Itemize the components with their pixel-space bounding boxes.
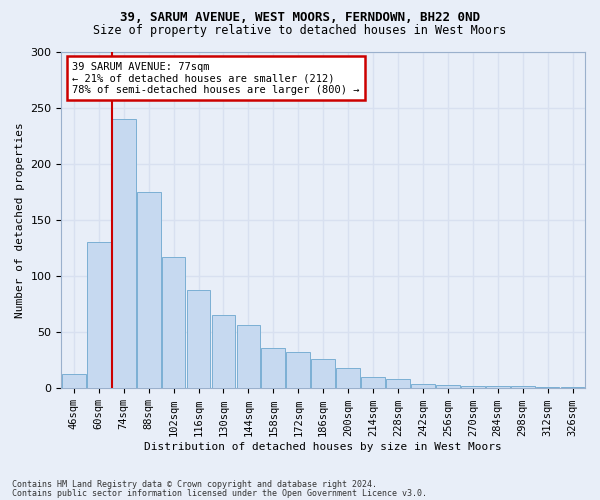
Bar (536, 387, 559, 388)
Y-axis label: Number of detached properties: Number of detached properties (15, 122, 25, 318)
Text: 39 SARUM AVENUE: 77sqm
← 21% of detached houses are smaller (212)
78% of semi-de: 39 SARUM AVENUE: 77sqm ← 21% of detached… (72, 62, 359, 95)
Bar (311, 359, 335, 388)
Bar (486, 386, 509, 388)
Bar (187, 290, 211, 388)
Bar (212, 316, 235, 388)
X-axis label: Distribution of detached houses by size in West Moors: Distribution of detached houses by size … (145, 442, 502, 452)
Bar (511, 386, 535, 388)
Bar (411, 384, 435, 388)
Bar (236, 326, 260, 388)
Text: Contains HM Land Registry data © Crown copyright and database right 2024.: Contains HM Land Registry data © Crown c… (12, 480, 377, 489)
Bar (286, 352, 310, 388)
Text: Contains public sector information licensed under the Open Government Licence v3: Contains public sector information licen… (12, 489, 427, 498)
Bar (461, 386, 485, 388)
Bar (162, 257, 185, 388)
Bar (336, 368, 360, 388)
Bar (137, 192, 161, 388)
Bar (262, 348, 285, 389)
Bar (112, 119, 136, 388)
Bar (386, 380, 410, 388)
Bar (62, 374, 86, 388)
Bar (436, 385, 460, 388)
Text: 39, SARUM AVENUE, WEST MOORS, FERNDOWN, BH22 0ND: 39, SARUM AVENUE, WEST MOORS, FERNDOWN, … (120, 11, 480, 24)
Bar (87, 242, 110, 388)
Bar (361, 377, 385, 388)
Text: Size of property relative to detached houses in West Moors: Size of property relative to detached ho… (94, 24, 506, 37)
Bar (560, 387, 584, 388)
